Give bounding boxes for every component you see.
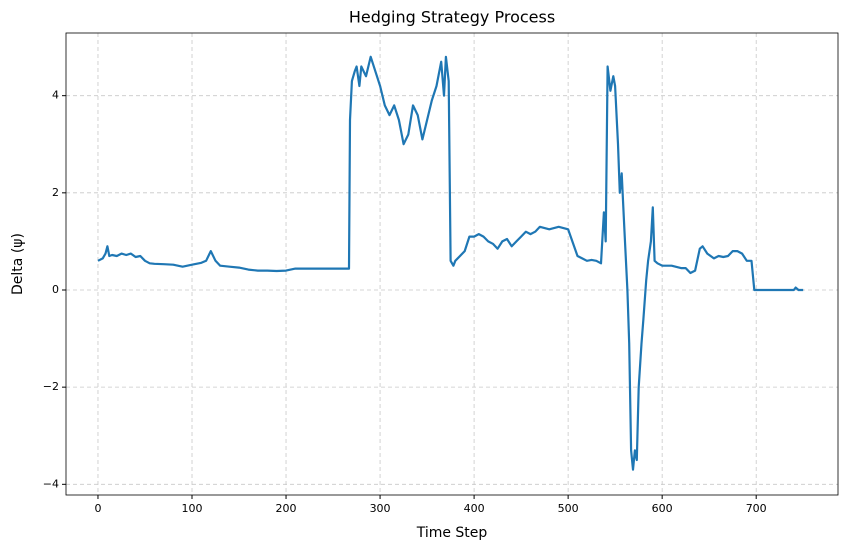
x-axis-label: Time Step (416, 525, 488, 541)
x-tick-label: 300 (370, 502, 391, 515)
chart-title: Hedging Strategy Process (349, 8, 555, 27)
x-tick-label: 400 (464, 502, 485, 515)
y-tick-label: 4 (52, 89, 59, 102)
plot-frame (65, 32, 839, 496)
x-tick-label: 200 (276, 502, 297, 515)
x-tick-label: 0 (94, 502, 101, 515)
y-axis-label: Delta (ψ) (10, 233, 26, 295)
y-tick-label: 2 (52, 186, 59, 199)
x-tick-label: 500 (558, 502, 579, 515)
y-tick-label: −2 (43, 380, 59, 393)
x-tick-label: 600 (652, 502, 673, 515)
x-tick-label: 700 (746, 502, 767, 515)
y-tick-label: 0 (52, 283, 59, 296)
x-tick-label: 100 (182, 502, 203, 515)
y-tick-label: −4 (43, 477, 59, 490)
data-line (97, 55, 804, 471)
